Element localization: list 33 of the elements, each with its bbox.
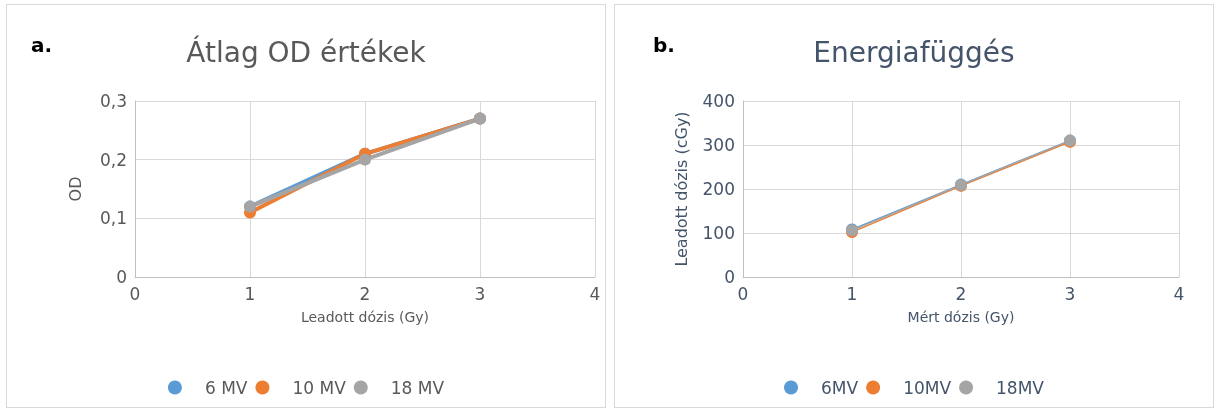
x-axis-title: Mért dózis (Gy) <box>907 309 1015 325</box>
x-tick-label: 4 <box>589 283 601 304</box>
text: b. <box>653 33 675 57</box>
x-tick-label: 2 <box>359 283 371 304</box>
x-tick-label: 2 <box>955 283 967 304</box>
y-tick-label: 0,3 <box>99 91 127 111</box>
text: a. <box>31 33 53 57</box>
legend-label: 6MV <box>821 377 859 398</box>
chart-title: Átlag OD értékek <box>186 34 427 69</box>
y-tick-label: 300 <box>702 135 735 155</box>
x-tick-label: 0 <box>737 283 749 304</box>
y-tick-label: 0 <box>724 267 735 287</box>
y-tick-label: 0 <box>116 267 127 287</box>
x-tick-label: 1 <box>244 283 256 304</box>
legend-label: 10MV <box>903 377 952 398</box>
x-tick-label: 3 <box>474 283 486 304</box>
x-axis-title: Leadott dózis (Gy) <box>300 309 430 325</box>
y-axis-title: Leadott dózis (cGy) <box>672 111 692 267</box>
legend-label: 6 MV <box>204 377 248 398</box>
chart-title: Energiafüggés <box>813 35 1015 69</box>
x-tick-label: 0 <box>129 283 141 304</box>
y-tick-label: 400 <box>702 91 735 111</box>
y-axis-title: OD <box>65 176 85 202</box>
y-tick-label: 0,1 <box>99 208 127 229</box>
y-tick-label: 0,2 <box>99 149 127 170</box>
y-tick-label: 200 <box>702 179 735 199</box>
x-tick-label: 4 <box>1173 283 1185 304</box>
x-tick-label: 1 <box>846 283 858 304</box>
legend-label: 10 MV <box>292 377 347 398</box>
x-tick-label: 3 <box>1064 283 1076 304</box>
legend-label: 18 MV <box>390 377 445 398</box>
legend-label: 18MV <box>996 377 1045 398</box>
y-tick-label: 100 <box>702 223 735 243</box>
